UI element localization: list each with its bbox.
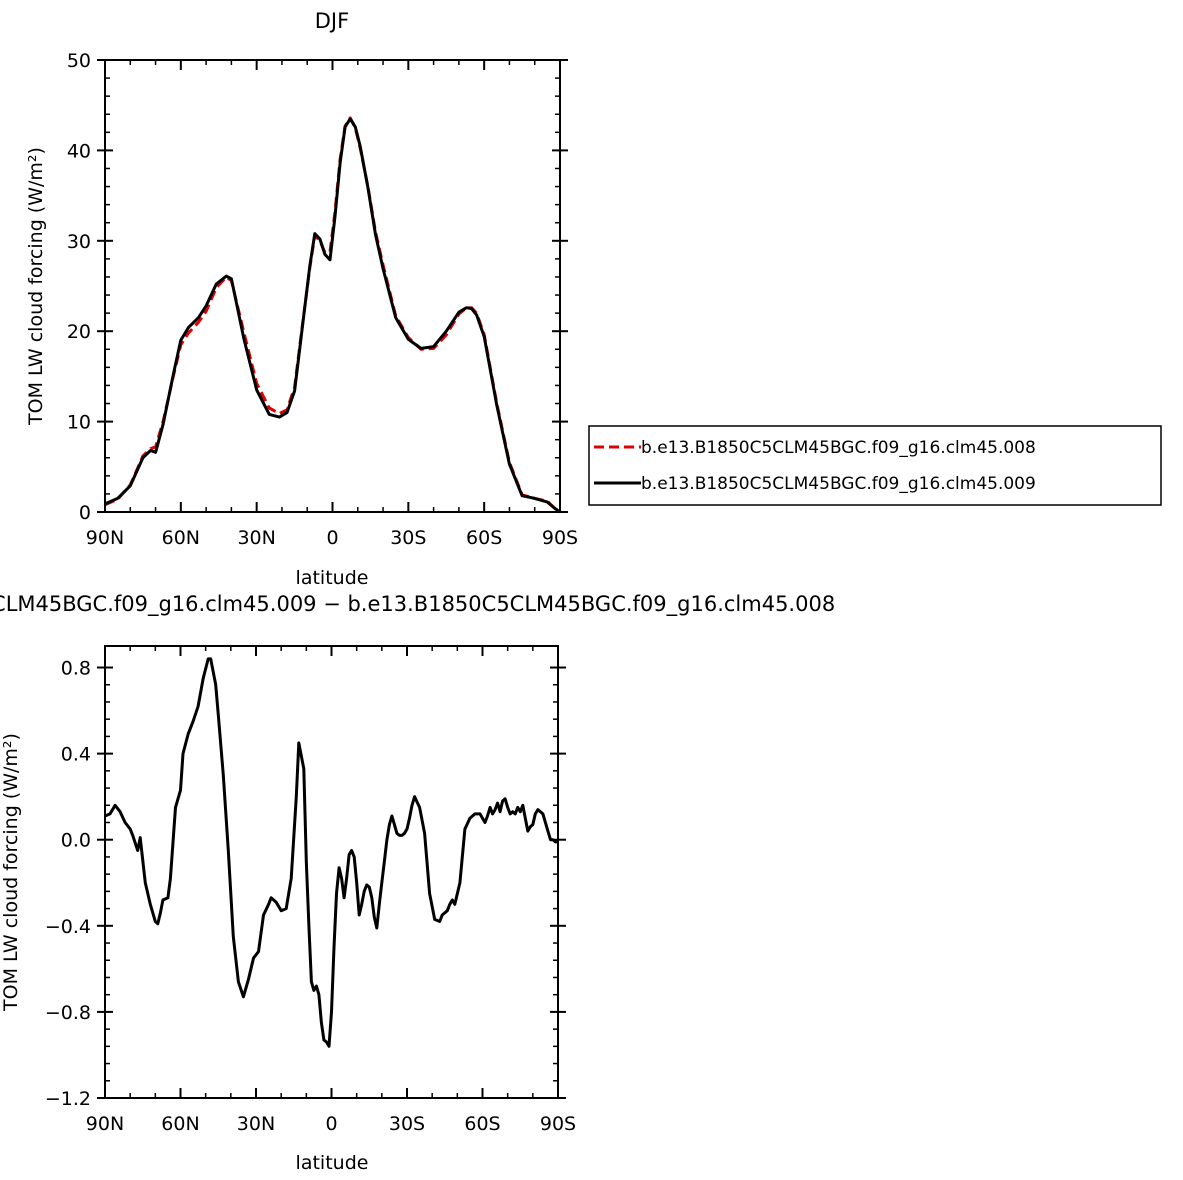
bottom-chart-y-tick-label: −1.2 [45, 1088, 91, 1110]
bottom-chart-x-tick-label: 30S [389, 1113, 425, 1135]
top-chart-y-tick-label: 30 [67, 231, 91, 253]
bottom-chart-ticks: 90N 60N 30N 0 30S 60S 90S −1.2 −0.8 −0.4 0.0 0.4 0.8 [45, 646, 576, 1135]
top-chart-frame [104, 59, 561, 513]
bottom-chart-series [104, 657, 558, 1048]
top-chart-title: DJF [315, 9, 349, 33]
bottom-chart: b.e13.B1850C5CLM45BGC.f09_g16.clm45.009 … [0, 592, 835, 1174]
bottom-chart-title: b.e13.B1850C5CLM45BGC.f09_g16.clm45.009 … [0, 592, 835, 617]
top-chart-series [104, 116, 561, 514]
top-chart-y-tick-label: 20 [67, 321, 91, 343]
legend: b.e13.B1850C5CLM45BGC.f09_g16.clm45.008 … [588, 425, 1162, 506]
bottom-chart-x-tick-label: 90N [86, 1113, 124, 1135]
legend-label-series-1: b.e13.B1850C5CLM45BGC.f09_g16.clm45.008 [641, 438, 1036, 458]
top-chart-series-line-2 [104, 117, 561, 514]
bottom-chart-x-tick-label: 90S [540, 1113, 576, 1135]
top-chart-x-tick-label: 90S [542, 527, 578, 549]
top-chart-y-tick-label: 0 [79, 502, 91, 524]
top-chart-x-tick-label: 90N [86, 527, 124, 549]
bottom-chart-series-line-1 [104, 657, 558, 1048]
legend-box [588, 425, 1162, 506]
top-chart-x-tick-label: 0 [326, 527, 338, 549]
bottom-chart-y-tick-label: 0.4 [61, 744, 91, 766]
top-chart-x-tick-label: 30N [237, 527, 275, 549]
top-chart-x-axis-label: latitude [296, 567, 369, 589]
top-chart-ticks: 90N 60N 30N 0 30S 60S 90S 0 10 20 30 40 50 [67, 50, 578, 549]
bottom-chart-x-tick-label: 0 [325, 1113, 337, 1135]
top-chart-y-axis-label: TOM LW cloud forcing (W/m²) [25, 147, 47, 426]
bottom-chart-y-tick-label: 0.8 [61, 658, 91, 680]
bottom-chart-y-tick-label: −0.8 [45, 1002, 91, 1024]
legend-label-series-2: b.e13.B1850C5CLM45BGC.f09_g16.clm45.009 [641, 474, 1036, 494]
top-chart-y-tick-label: 40 [67, 140, 91, 162]
bottom-chart-y-tick-label: 0.0 [61, 830, 91, 852]
top-chart: DJF latitude TOM LW cloud forcing (W/m²)… [25, 9, 578, 589]
bottom-chart-frame [104, 645, 559, 1099]
top-chart-x-tick-label: 60S [466, 527, 502, 549]
bottom-chart-x-tick-label: 60N [161, 1113, 199, 1135]
top-chart-x-tick-label: 60N [162, 527, 200, 549]
bottom-chart-y-axis-label: TOM LW cloud forcing (W/m²) [0, 733, 22, 1012]
bottom-chart-x-tick-label: 30N [237, 1113, 275, 1135]
top-chart-y-tick-label: 50 [67, 50, 91, 72]
top-chart-series-line-1 [104, 116, 561, 514]
bottom-chart-y-tick-label: −0.4 [45, 916, 91, 938]
top-chart-y-tick-label: 10 [67, 412, 91, 434]
bottom-chart-x-axis-label: latitude [296, 1152, 369, 1174]
bottom-chart-x-tick-label: 60S [464, 1113, 500, 1135]
top-chart-x-tick-label: 30S [390, 527, 426, 549]
